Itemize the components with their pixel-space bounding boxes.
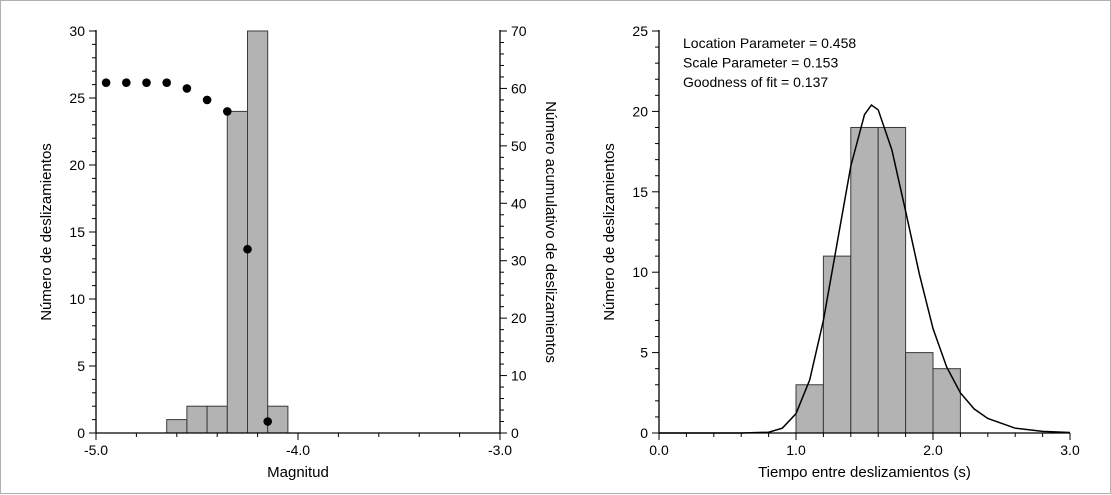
chart1-x-tick-label-0: -5.0 — [84, 442, 108, 458]
chart2-bar-0 — [795, 384, 824, 434]
chart2-bar-1 — [822, 255, 852, 434]
chart1-y2-tick-label-4: 40 — [511, 195, 527, 211]
chart1-y-tick-label-4: 20 — [69, 157, 85, 173]
chart1-bar-2 — [206, 405, 228, 434]
chart2-y-tick-label-1: 5 — [640, 345, 648, 361]
chart1-y2-tick-label-0: 0 — [511, 425, 519, 441]
chart1-bar-0 — [166, 419, 188, 434]
chart1-cumulative-point-1 — [122, 78, 131, 87]
chart2-y-tick-label-5: 25 — [632, 23, 648, 39]
chart2-x-tick-label-0: 0.0 — [649, 442, 669, 458]
chart2-bar-4 — [905, 352, 934, 434]
chart1-cumulative-point-7 — [243, 244, 252, 254]
chart1-y-tick-label-0: 0 — [77, 425, 85, 441]
chart1-y2-tick-label-3: 30 — [511, 253, 527, 269]
chart1-bar-4 — [247, 30, 269, 434]
chart1-y2-tick-label-1: 10 — [511, 368, 527, 384]
chart2-y-tick-label-3: 15 — [632, 184, 648, 200]
chart2-y-tick-label-4: 20 — [632, 103, 648, 119]
chart2-x-tick-label-3: 3.0 — [1060, 442, 1080, 458]
chart1-x-tick-label-1: -4.0 — [286, 442, 310, 458]
chart1-x-axis-label: Magnitud — [267, 464, 329, 481]
chart1-x-tick-label-2: -3.0 — [488, 442, 512, 458]
chart1-y2-axis-label: Número acumulativo de deslizamientos — [542, 101, 559, 363]
chart2-y-axis-label: Número de deslizamientos — [601, 143, 618, 321]
chart1-y-tick-label-3: 15 — [69, 224, 85, 240]
chart2-x-tick-label-1: 1.0 — [786, 442, 806, 458]
chart1-cumulative-point-3 — [162, 78, 171, 87]
chart1-cumulative-point-6 — [223, 107, 232, 116]
chart1-cumulative-point-5 — [202, 95, 212, 105]
chart2-annotation-2: Goodness of fit = 0.137 — [683, 74, 828, 90]
chart1-cumulative-point-4 — [182, 84, 192, 93]
chart2-y-tick-label-0: 0 — [640, 425, 648, 441]
chart1-y2-tick-label-7: 70 — [511, 23, 527, 39]
chart2-bar-2 — [850, 126, 879, 434]
chart2-bar-5 — [932, 368, 961, 434]
chart2-y-tick-label-2: 10 — [632, 264, 648, 280]
chart1-bar-3 — [226, 110, 249, 434]
chart1-y-tick-label-2: 10 — [69, 291, 85, 307]
chart1-y-tick-label-5: 25 — [69, 90, 85, 106]
chart1-cumulative-point-0 — [101, 78, 111, 87]
chart1-cumulative-point-8 — [263, 417, 273, 426]
chart1-y-tick-label-6: 30 — [69, 23, 85, 39]
chart1-y-tick-label-1: 5 — [77, 358, 85, 374]
chart2-x-tick-label-2: 2.0 — [923, 442, 943, 458]
chart1-y2-tick-label-2: 20 — [511, 310, 527, 326]
chart2-bar-3 — [877, 126, 907, 434]
chart2-fit-curve — [659, 103, 1071, 434]
chart1-y2-tick-label-6: 60 — [511, 80, 527, 96]
chart2-x-axis-label: Tiempo entre deslizamientos (s) — [758, 464, 971, 481]
chart2-annotation-1: Scale Parameter = 0.153 — [683, 55, 838, 71]
chart1-bar-1 — [186, 405, 208, 434]
chart2-annotation-0: Location Parameter = 0.458 — [683, 35, 856, 51]
chart1-cumulative-point-2 — [142, 78, 151, 87]
chart1-y2-tick-label-5: 50 — [511, 138, 527, 154]
chart1-y-axis-label: Número de deslizamientos — [38, 143, 55, 321]
